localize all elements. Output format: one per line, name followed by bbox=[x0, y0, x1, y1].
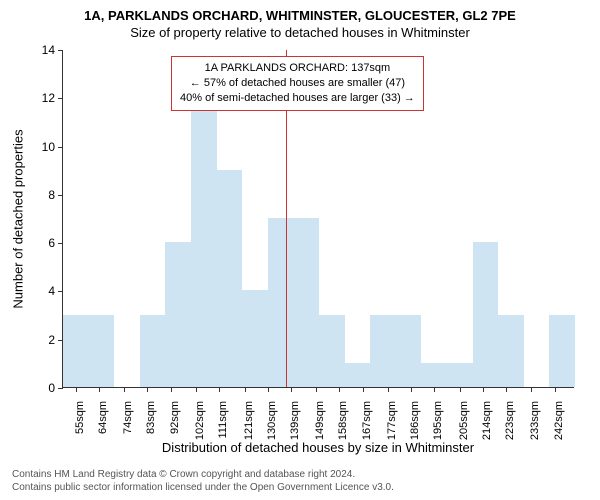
xtick-mark bbox=[555, 387, 556, 392]
xtick-mark bbox=[196, 387, 197, 392]
histogram-bar bbox=[293, 218, 319, 387]
histogram-bar bbox=[217, 170, 243, 387]
chart-container: 1A, PARKLANDS ORCHARD, WHITMINSTER, GLOU… bbox=[0, 0, 600, 500]
xtick-label: 92sqm bbox=[169, 401, 181, 434]
xtick-label: 83sqm bbox=[145, 401, 157, 434]
xtick-label: 195sqm bbox=[432, 401, 444, 440]
ytick-mark bbox=[58, 147, 63, 148]
xtick-label: 158sqm bbox=[337, 401, 349, 440]
ytick-mark bbox=[58, 388, 63, 389]
ytick-label: 12 bbox=[42, 91, 55, 105]
histogram-bar bbox=[165, 242, 191, 387]
chart-title-line2: Size of property relative to detached ho… bbox=[0, 25, 600, 40]
xtick-mark bbox=[99, 387, 100, 392]
histogram-bar bbox=[191, 97, 217, 387]
histogram-bar bbox=[396, 315, 422, 387]
xtick-mark bbox=[219, 387, 220, 392]
xtick-mark bbox=[171, 387, 172, 392]
xtick-mark bbox=[411, 387, 412, 392]
ytick-label: 2 bbox=[48, 333, 55, 347]
xtick-label: 55sqm bbox=[74, 401, 86, 434]
xtick-mark bbox=[76, 387, 77, 392]
histogram-bar bbox=[498, 315, 524, 387]
ytick-label: 6 bbox=[48, 236, 55, 250]
xtick-mark bbox=[339, 387, 340, 392]
xtick-mark bbox=[460, 387, 461, 392]
xtick-mark bbox=[245, 387, 246, 392]
ytick-mark bbox=[58, 243, 63, 244]
xtick-label: 64sqm bbox=[97, 401, 109, 434]
histogram-bar bbox=[268, 218, 294, 387]
xtick-mark bbox=[124, 387, 125, 392]
xtick-mark bbox=[531, 387, 532, 392]
xtick-label: 149sqm bbox=[314, 401, 326, 440]
xtick-label: 130sqm bbox=[266, 401, 278, 440]
histogram-bar bbox=[89, 315, 115, 387]
y-axis-label: Number of detached properties bbox=[11, 129, 26, 308]
ytick-mark bbox=[58, 50, 63, 51]
xtick-label: 205sqm bbox=[458, 401, 470, 440]
footer-line2: Contains public sector information licen… bbox=[12, 481, 394, 494]
x-axis-label: Distribution of detached houses by size … bbox=[162, 440, 474, 455]
xtick-mark bbox=[434, 387, 435, 392]
xtick-label: 111sqm bbox=[217, 401, 229, 439]
plot-area: 0246810121455sqm64sqm74sqm83sqm92sqm102s… bbox=[62, 50, 574, 388]
histogram-bar bbox=[447, 363, 473, 387]
histogram-bar bbox=[140, 315, 166, 387]
ytick-label: 0 bbox=[48, 381, 55, 395]
annotation-line-2: ← 57% of detached houses are smaller (47… bbox=[180, 76, 415, 91]
ytick-label: 8 bbox=[48, 188, 55, 202]
chart-title-block: 1A, PARKLANDS ORCHARD, WHITMINSTER, GLOU… bbox=[0, 8, 600, 40]
xtick-label: 214sqm bbox=[481, 401, 493, 440]
ytick-mark bbox=[58, 195, 63, 196]
annotation-line-1: 1A PARKLANDS ORCHARD: 137sqm bbox=[180, 61, 415, 76]
xtick-label: 167sqm bbox=[361, 401, 373, 440]
footer-line1: Contains HM Land Registry data © Crown c… bbox=[12, 468, 394, 481]
xtick-mark bbox=[147, 387, 148, 392]
histogram-bar bbox=[473, 242, 499, 387]
xtick-mark bbox=[483, 387, 484, 392]
xtick-label: 186sqm bbox=[409, 401, 421, 440]
xtick-mark bbox=[268, 387, 269, 392]
xtick-mark bbox=[363, 387, 364, 392]
xtick-label: 233sqm bbox=[529, 401, 541, 440]
ytick-mark bbox=[58, 291, 63, 292]
xtick-mark bbox=[316, 387, 317, 392]
histogram-bar bbox=[370, 315, 396, 387]
xtick-label: 121sqm bbox=[243, 401, 255, 440]
histogram-bar bbox=[63, 315, 89, 387]
xtick-label: 102sqm bbox=[194, 401, 206, 440]
ytick-mark bbox=[58, 98, 63, 99]
ytick-label: 10 bbox=[42, 140, 55, 154]
histogram-bar bbox=[319, 315, 345, 387]
xtick-label: 223sqm bbox=[504, 401, 516, 440]
histogram-bar bbox=[345, 363, 371, 387]
xtick-mark bbox=[388, 387, 389, 392]
xtick-label: 139sqm bbox=[289, 401, 301, 440]
ytick-label: 4 bbox=[48, 284, 55, 298]
histogram-bar bbox=[549, 315, 575, 387]
annotation-box: 1A PARKLANDS ORCHARD: 137sqm← 57% of det… bbox=[171, 56, 424, 111]
xtick-label: 177sqm bbox=[386, 401, 398, 440]
xtick-mark bbox=[291, 387, 292, 392]
ytick-label: 14 bbox=[42, 43, 55, 57]
xtick-label: 74sqm bbox=[122, 401, 134, 434]
histogram-bar bbox=[421, 363, 447, 387]
annotation-line-3: 40% of semi-detached houses are larger (… bbox=[180, 91, 415, 106]
chart-footer: Contains HM Land Registry data © Crown c… bbox=[12, 468, 394, 494]
chart-title-line1: 1A, PARKLANDS ORCHARD, WHITMINSTER, GLOU… bbox=[0, 8, 600, 23]
xtick-label: 242sqm bbox=[553, 401, 565, 440]
xtick-mark bbox=[506, 387, 507, 392]
histogram-bar bbox=[242, 290, 268, 387]
